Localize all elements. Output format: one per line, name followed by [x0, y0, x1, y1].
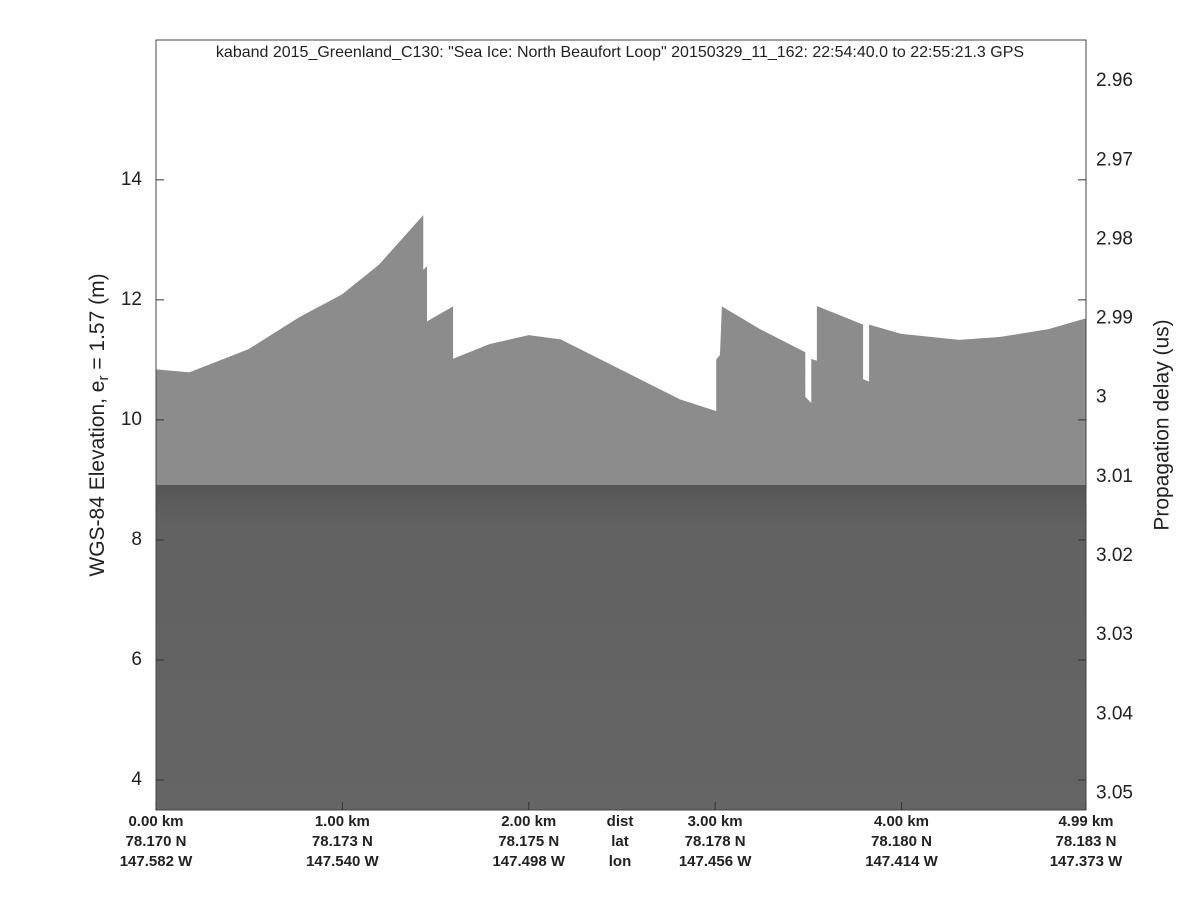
y-label-main: WGS-84 Elevation, e [86, 381, 109, 577]
x-tick-lat: 78.173 N [312, 833, 373, 850]
x-tick-label: 0.00 km [128, 813, 183, 830]
y2-tick-label: 2.97 [1096, 149, 1133, 170]
y2-tick-label: 3.04 [1096, 703, 1133, 724]
y2-tick-label: 2.96 [1096, 70, 1133, 91]
x-tick-lat: 78.183 N [1056, 833, 1117, 850]
y-tick-label: 12 [121, 289, 142, 310]
y-tick-label: 6 [131, 649, 142, 670]
x-tick-label: 3.00 km [688, 813, 743, 830]
y2-tick-label: 3.03 [1096, 624, 1133, 645]
y2-tick-label: 3 [1096, 387, 1107, 408]
deep-echo [156, 485, 1086, 810]
y-label-tail: = 1.57 (m) [86, 273, 109, 375]
x-tick-label: 2.00 km [501, 813, 556, 830]
chart-title: kaband 2015_Greenland_C130: "Sea Ice: No… [216, 44, 1024, 61]
x-tick-lat: 78.170 N [126, 833, 187, 850]
x-tick-lat: 78.178 N [685, 833, 746, 850]
y2-tick-label: 2.99 [1096, 308, 1133, 329]
y-axis-label: WGS-84 Elevation, er = 1.57 (m) [86, 273, 112, 576]
x-tick-lat: 78.175 N [498, 833, 559, 850]
x-tick-lon: 147.540 W [306, 853, 379, 870]
axes: 4 6 8 10 12 14 2.96 2.97 2.98 2.99 3 3.01 3.02 3.03 3.… [120, 70, 1134, 870]
y2-tick-label: 3.02 [1096, 545, 1133, 566]
x-row-label: dist [607, 813, 634, 830]
x-tick-lon: 147.498 W [492, 853, 565, 870]
y-tick-label: 10 [121, 409, 142, 430]
x-row-label: lat [611, 833, 629, 850]
y2-axis-label: Propagation delay (us) [1151, 319, 1174, 530]
y2-tick-label: 2.98 [1096, 228, 1133, 249]
x-tick-label: 4.00 km [874, 813, 929, 830]
surface-line [155, 215, 1087, 414]
y-tick-label: 14 [121, 169, 143, 190]
y-tick-label: 8 [131, 529, 142, 550]
y-tick-label: 4 [131, 769, 142, 790]
y-label-sub: r [95, 376, 112, 381]
x-tick-lon: 147.373 W [1050, 853, 1123, 870]
x-tick-lon: 147.456 W [679, 853, 752, 870]
y2-tick-label: 3.05 [1096, 782, 1133, 803]
x-tick-lon: 147.414 W [865, 853, 938, 870]
plot-frame [155, 39, 1087, 811]
x-tick-lon: 147.582 W [120, 853, 193, 870]
y2-tick-label: 3.01 [1096, 466, 1133, 487]
x-row-label: lon [609, 853, 632, 870]
x-tick-lat: 78.180 N [871, 833, 932, 850]
x-tick-label: 1.00 km [315, 813, 370, 830]
x-tick-label: 4.99 km [1058, 813, 1113, 830]
